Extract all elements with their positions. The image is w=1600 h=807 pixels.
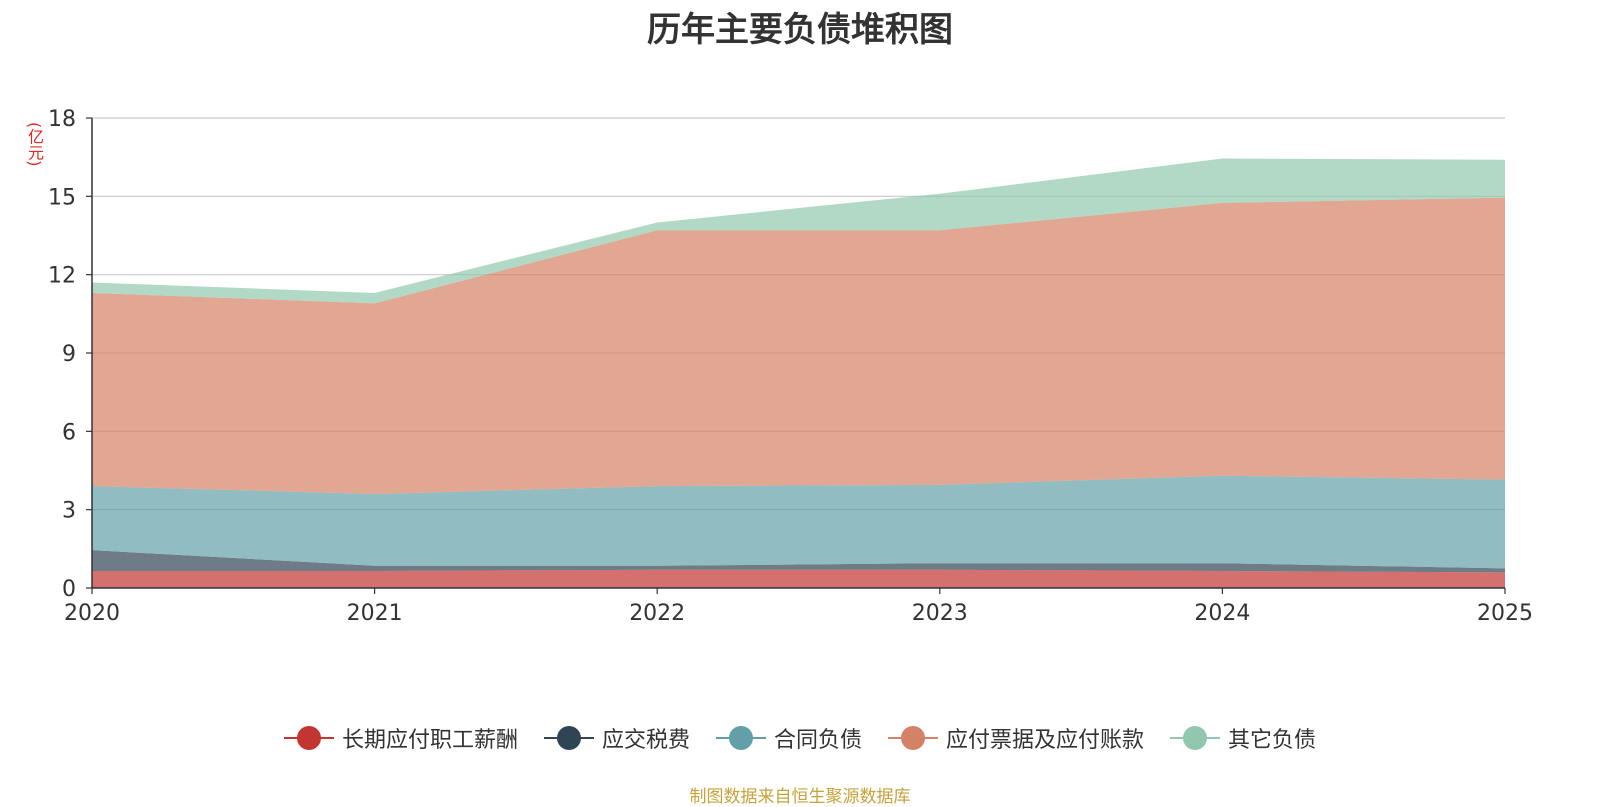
legend-item[interactable]: 其它负债 — [1170, 722, 1316, 754]
area-1 — [92, 569, 1505, 588]
y-tick-label: 18 — [48, 107, 76, 132]
x-tick-label: 2022 — [629, 601, 685, 626]
x-tick-label: 2021 — [347, 601, 403, 626]
legend-label: 应付票据及应付账款 — [946, 728, 1145, 753]
legend-swatch — [888, 726, 938, 750]
legend-swatch — [543, 726, 594, 750]
legend-dot-icon — [901, 726, 925, 750]
legend-swatch — [715, 726, 766, 750]
legend-swatch — [283, 726, 334, 750]
area-4 — [92, 197, 1505, 494]
legend-dot-icon — [1183, 726, 1208, 750]
y-tick-label: 9 — [62, 342, 76, 367]
legend-dot-icon — [556, 726, 581, 750]
legend-item[interactable]: 合同负债 — [715, 722, 862, 754]
y-tick-label: 0 — [62, 577, 76, 602]
y-tick-label: 3 — [62, 499, 76, 524]
x-tick-label: 2025 — [1477, 601, 1533, 626]
legend-dot-icon — [296, 726, 321, 750]
source-note: 制图数据来自恒生聚源数据库 — [689, 787, 911, 807]
legend-label: 应交税费 — [601, 728, 690, 753]
x-tick-label: 2023 — [912, 601, 968, 626]
y-axis-unit-label: (亿元) — [25, 122, 44, 167]
legend-item[interactable]: 应交税费 — [543, 722, 690, 754]
y-tick-label: 15 — [48, 185, 76, 210]
axes: 0 3 6 9 12 15 18 2020 2021 2022 2023 2024 2025 — [48, 107, 1533, 626]
y-tick-label: 6 — [62, 420, 76, 445]
legend-label: 其它负债 — [1228, 728, 1317, 753]
chart-title: 历年主要负债堆积图 — [647, 10, 953, 50]
legend: 长期应付职工薪酬 应交税费 合同负债 应付票据及应付账款 其它负债 — [0, 722, 1600, 754]
stacked-area-chart: 0 3 6 9 12 15 18 2020 2021 2022 2023 2024 2025 — [48, 107, 1533, 626]
area-2 — [92, 550, 1505, 573]
legend-label: 长期应付职工薪酬 — [341, 728, 518, 753]
legend-item[interactable]: 应付票据及应付账款 — [888, 722, 1144, 754]
legend-dot-icon — [728, 726, 753, 750]
x-tick-label: 2024 — [1194, 601, 1250, 626]
area-5 — [92, 158, 1505, 304]
legend-item[interactable]: 长期应付职工薪酬 — [283, 722, 518, 754]
area-series — [92, 158, 1505, 588]
x-tick-label: 2020 — [64, 601, 120, 626]
legend-swatch — [1170, 726, 1221, 750]
area-3 — [92, 475, 1505, 569]
legend-label: 合同负债 — [773, 728, 862, 753]
y-tick-label: 12 — [48, 264, 76, 289]
